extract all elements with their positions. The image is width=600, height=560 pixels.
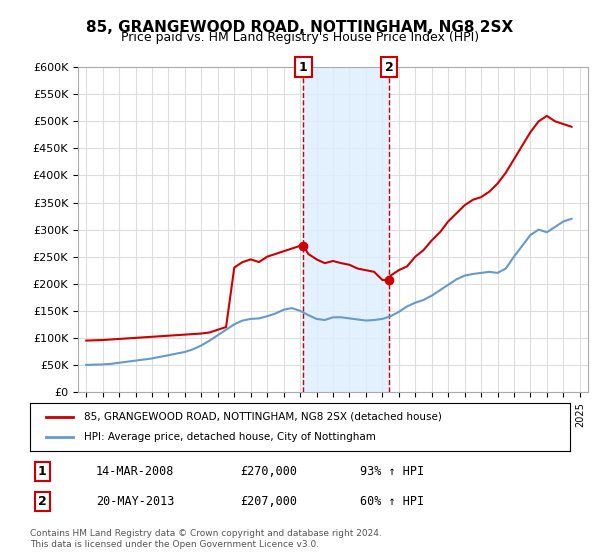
- Text: Price paid vs. HM Land Registry's House Price Index (HPI): Price paid vs. HM Land Registry's House …: [121, 31, 479, 44]
- Bar: [304, 67, 389, 392]
- Text: Contains HM Land Registry data © Crown copyright and database right 2024.
This d: Contains HM Land Registry data © Crown c…: [30, 529, 382, 549]
- Text: 1: 1: [299, 60, 308, 74]
- Text: £207,000: £207,000: [240, 494, 297, 508]
- Text: £270,000: £270,000: [240, 465, 297, 478]
- Text: 85, GRANGEWOOD ROAD, NOTTINGHAM, NG8 2SX (detached house): 85, GRANGEWOOD ROAD, NOTTINGHAM, NG8 2SX…: [84, 412, 442, 422]
- Text: HPI: Average price, detached house, City of Nottingham: HPI: Average price, detached house, City…: [84, 432, 376, 442]
- Text: 2: 2: [385, 60, 394, 74]
- Text: 2: 2: [38, 494, 46, 508]
- Text: 85, GRANGEWOOD ROAD, NOTTINGHAM, NG8 2SX: 85, GRANGEWOOD ROAD, NOTTINGHAM, NG8 2SX: [86, 20, 514, 35]
- Text: 1: 1: [38, 465, 46, 478]
- Text: 93% ↑ HPI: 93% ↑ HPI: [360, 465, 424, 478]
- Text: 14-MAR-2008: 14-MAR-2008: [96, 465, 175, 478]
- Text: 20-MAY-2013: 20-MAY-2013: [96, 494, 175, 508]
- Text: 60% ↑ HPI: 60% ↑ HPI: [360, 494, 424, 508]
